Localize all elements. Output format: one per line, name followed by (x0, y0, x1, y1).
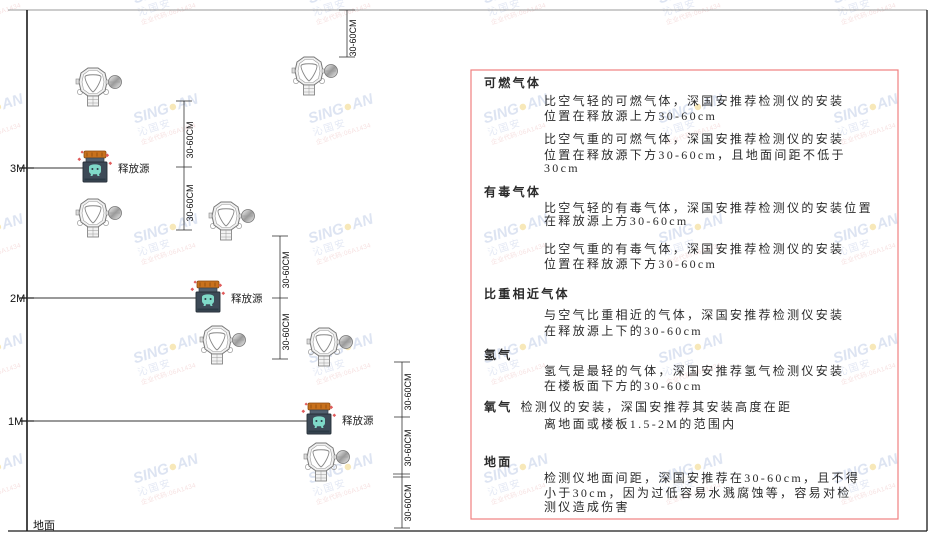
svg-text:30-60CM: 30-60CM (403, 373, 413, 410)
svg-text:3M: 3M (10, 163, 25, 175)
svg-text:30-60CM: 30-60CM (281, 313, 291, 350)
svg-text:30-60CM: 30-60CM (403, 484, 413, 521)
svg-text:30-60CM: 30-60CM (403, 429, 413, 466)
svg-text:1M: 1M (8, 416, 23, 428)
svg-text:30-60CM: 30-60CM (185, 184, 195, 221)
svg-text:30-60CM: 30-60CM (185, 121, 195, 158)
svg-text:2M: 2M (10, 293, 25, 305)
svg-text:释放源: 释放源 (118, 162, 150, 175)
svg-text:释放源: 释放源 (342, 414, 374, 427)
svg-text:释放源: 释放源 (231, 292, 263, 305)
svg-text:30-60CM: 30-60CM (348, 19, 358, 56)
svg-text:30-60CM: 30-60CM (281, 251, 291, 288)
